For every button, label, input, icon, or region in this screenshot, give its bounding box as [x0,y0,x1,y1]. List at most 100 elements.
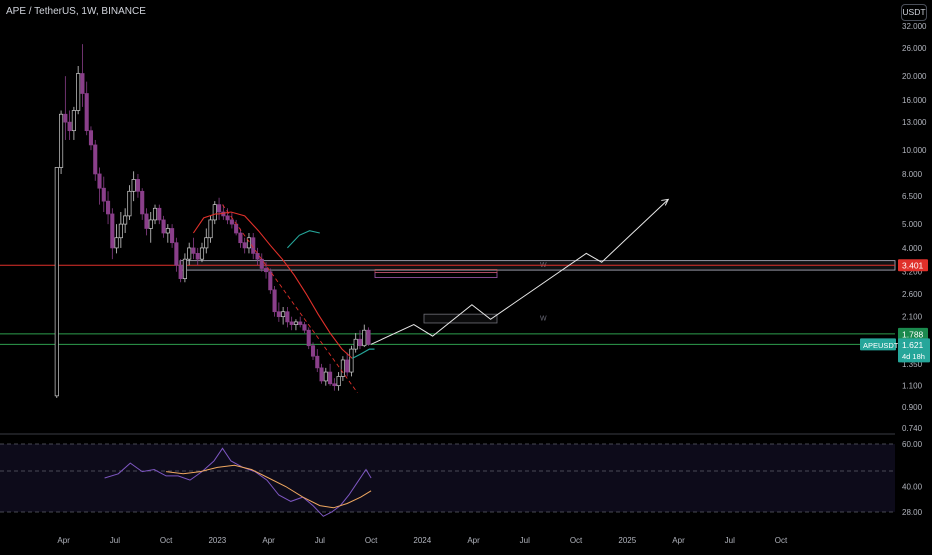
candle [165,224,170,243]
price-tick-label: 2.600 [902,290,923,299]
candle [362,324,367,348]
candle [319,363,324,384]
time-tick-label: Apr [672,536,685,545]
candle-body [76,73,81,111]
ma-green-line-end [352,348,375,359]
candle [212,201,217,225]
candle [161,215,166,238]
candle-body [199,247,205,260]
price-tick-label: 0.900 [902,403,923,412]
candle-body [157,207,162,221]
inner-zone-purple [374,272,498,278]
candle-body [135,179,140,192]
time-tick-label: Oct [775,536,788,545]
candle-body [255,253,260,260]
candle [336,372,341,391]
candle-body [332,383,337,387]
symbol-tag: APEUSDT [863,341,899,350]
candle [123,208,128,234]
candle-body [319,367,324,382]
candle-body [71,110,76,132]
time-tick-label: Jul [110,536,120,545]
candle-body [165,228,170,234]
candle [105,191,111,225]
candle-body [161,219,166,234]
candle-body [225,215,230,221]
candle [174,237,179,272]
candle [88,126,94,151]
candle [101,176,106,213]
resistance-price-badge-bg [898,259,928,272]
candle [144,208,149,236]
current-price-label: 1.621 [902,340,924,350]
time-tick-label: Apr [57,536,70,545]
candle-body [54,167,59,397]
candles-group [54,44,371,399]
candle [225,208,230,225]
candle [84,81,89,136]
candle-body [293,321,298,325]
candle-body [268,271,273,291]
price-tick-label: 2.100 [902,313,923,322]
candle [59,110,64,174]
time-tick-label: Oct [365,536,378,545]
candle [71,106,76,140]
symbol-title: APE / TetherUS, 1W, BINANCE [6,6,146,17]
candle [238,228,243,248]
price-tick-label: 10.000 [902,146,927,155]
time-tick-label: Oct [160,536,173,545]
candle [285,306,290,328]
projection-path [370,199,669,345]
candle [152,204,158,225]
time-tick-label: Apr [262,536,275,545]
price-tick-label: 8.000 [902,170,923,179]
candle-body [178,264,183,279]
candle [199,242,205,263]
candle-body [217,204,222,213]
candle [170,224,175,248]
price-tick-label: 3.200 [902,268,923,277]
price-tick-label: 1.100 [902,382,923,391]
candle-body [281,311,286,318]
candle-body [285,311,290,323]
candle-body [345,359,350,373]
candle [63,76,68,140]
candle-body [191,247,196,254]
candle [366,327,371,346]
candle [217,197,222,220]
resistance-price-badge: 3.401 [902,261,924,271]
candle-body [234,223,239,234]
candle-body [336,376,341,387]
candle-body [276,311,281,318]
candle-body [187,247,192,260]
candle [272,285,277,317]
upper-price-badge-bg [898,327,928,340]
candle [306,327,311,350]
candle-body [140,190,145,215]
candle-body [170,228,175,244]
candle [259,253,264,272]
candle-body [229,219,234,225]
candle [118,212,123,248]
candle [93,139,98,181]
time-tick-label: Apr [467,536,480,545]
candle [76,65,81,115]
candle-body [88,130,94,146]
rsi-line [104,447,372,517]
candle-body [302,324,307,331]
currency-button[interactable]: USDT [901,4,927,21]
time-tick-label: 2023 [208,536,226,545]
candle [349,345,354,377]
candle [229,212,234,229]
dashed-trendline [222,204,358,393]
candle [353,333,358,353]
ma-red-line-early [192,213,220,234]
candle [268,268,273,294]
time-tick-label: Oct [570,536,583,545]
candle-body [357,338,363,347]
zone-tag-lower: W [540,316,547,323]
candle [110,208,115,260]
candle [310,342,316,360]
